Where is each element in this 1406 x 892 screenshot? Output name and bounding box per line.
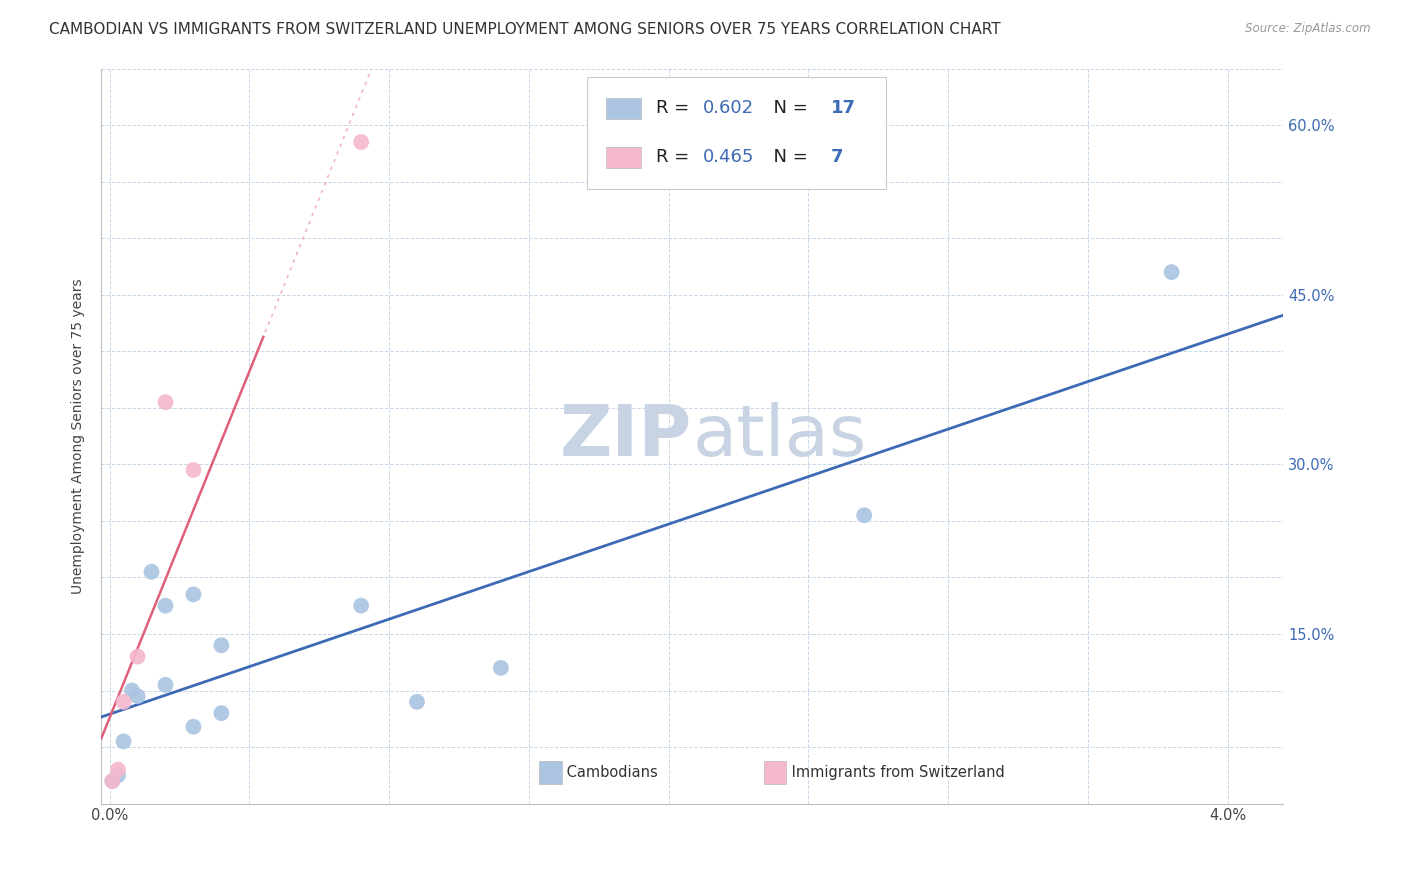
Point bbox=[183, 463, 205, 477]
Text: atlas: atlas bbox=[692, 401, 866, 471]
Y-axis label: Unemployment Among Seniors over 75 years: Unemployment Among Seniors over 75 years bbox=[72, 278, 86, 594]
Point bbox=[489, 661, 512, 675]
Point bbox=[101, 774, 124, 789]
Point bbox=[209, 706, 232, 720]
Text: Cambodians: Cambodians bbox=[562, 765, 658, 780]
Text: R =: R = bbox=[655, 148, 695, 166]
Point bbox=[209, 638, 232, 652]
Point bbox=[183, 587, 205, 601]
Text: Immigrants from Switzerland: Immigrants from Switzerland bbox=[787, 765, 1005, 780]
Point bbox=[1160, 265, 1182, 279]
Text: ZIP: ZIP bbox=[560, 401, 692, 471]
FancyBboxPatch shape bbox=[588, 77, 886, 189]
Point bbox=[155, 599, 177, 613]
Point bbox=[406, 695, 429, 709]
Text: ■: ■ bbox=[541, 764, 560, 782]
FancyBboxPatch shape bbox=[606, 98, 641, 119]
Text: Source: ZipAtlas.com: Source: ZipAtlas.com bbox=[1246, 22, 1371, 36]
Text: 0.465: 0.465 bbox=[703, 148, 755, 166]
Point bbox=[107, 763, 129, 777]
Point bbox=[112, 695, 135, 709]
Point bbox=[141, 565, 163, 579]
Point bbox=[853, 508, 876, 523]
Point bbox=[112, 734, 135, 748]
Text: R =: R = bbox=[655, 99, 695, 118]
Point bbox=[183, 720, 205, 734]
Point bbox=[127, 689, 149, 703]
Point bbox=[350, 599, 373, 613]
Point bbox=[107, 768, 129, 782]
Text: 7: 7 bbox=[831, 148, 844, 166]
Text: 17: 17 bbox=[831, 99, 856, 118]
Point bbox=[121, 683, 143, 698]
FancyBboxPatch shape bbox=[606, 147, 641, 168]
Text: 0.602: 0.602 bbox=[703, 99, 754, 118]
Point bbox=[155, 678, 177, 692]
Point bbox=[155, 395, 177, 409]
Text: N =: N = bbox=[762, 148, 814, 166]
Text: N =: N = bbox=[762, 99, 814, 118]
Text: ■: ■ bbox=[766, 764, 785, 782]
Point bbox=[350, 135, 373, 149]
Point bbox=[127, 649, 149, 664]
Point bbox=[101, 774, 124, 789]
Text: CAMBODIAN VS IMMIGRANTS FROM SWITZERLAND UNEMPLOYMENT AMONG SENIORS OVER 75 YEAR: CAMBODIAN VS IMMIGRANTS FROM SWITZERLAND… bbox=[49, 22, 1001, 37]
